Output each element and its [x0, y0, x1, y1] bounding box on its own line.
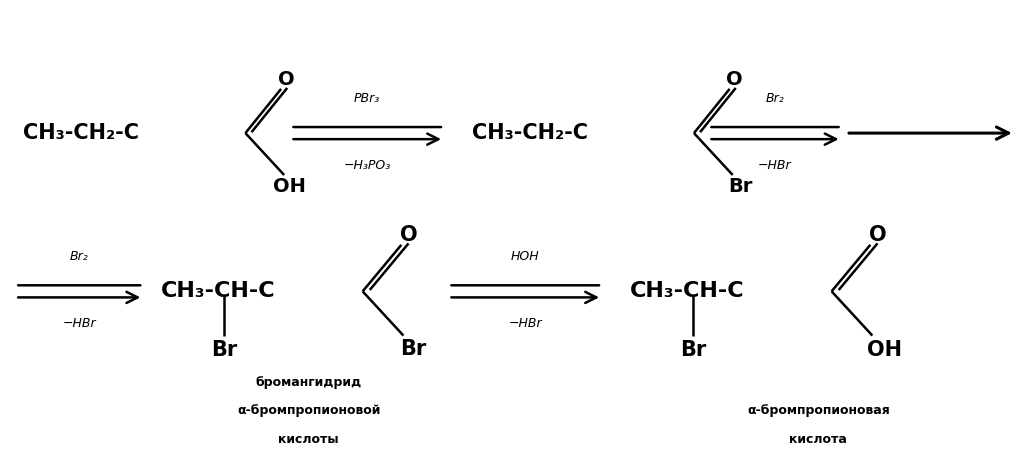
Text: O: O — [868, 225, 887, 244]
Text: OH: OH — [867, 340, 902, 359]
Text: HOH: HOH — [510, 251, 539, 263]
Text: −H₃PO₃: −H₃PO₃ — [343, 159, 391, 172]
Text: O: O — [278, 70, 294, 89]
Text: O: O — [727, 70, 743, 89]
Text: −HBr: −HBr — [63, 317, 96, 330]
Text: O: O — [400, 225, 417, 244]
Text: OH: OH — [273, 177, 305, 196]
Text: CH₃-CH-C: CH₃-CH-C — [161, 281, 276, 301]
Text: Br: Br — [211, 340, 237, 359]
Text: CH₃-CH₂-C: CH₃-CH₂-C — [24, 123, 139, 143]
Text: Br₂: Br₂ — [766, 92, 784, 105]
Text: −HBr: −HBr — [758, 159, 792, 172]
Text: CH₃-CH₂-C: CH₃-CH₂-C — [472, 123, 587, 143]
Text: −HBr: −HBr — [508, 317, 542, 330]
Text: α-бромпропионовая: α-бромпропионовая — [747, 405, 890, 417]
Text: бромангидрид: бромангидрид — [255, 375, 362, 389]
Text: кислота: кислота — [789, 433, 848, 447]
Text: Br: Br — [680, 340, 706, 359]
Text: кислоты: кислоты — [279, 433, 339, 447]
Text: CH₃-CH-C: CH₃-CH-C — [629, 281, 744, 301]
Text: Br₂: Br₂ — [70, 251, 88, 263]
Text: Br: Br — [401, 339, 426, 358]
Text: Br: Br — [729, 177, 753, 196]
Text: PBr₃: PBr₃ — [354, 92, 380, 105]
Text: α-бромпропионовой: α-бромпропионовой — [237, 405, 380, 417]
